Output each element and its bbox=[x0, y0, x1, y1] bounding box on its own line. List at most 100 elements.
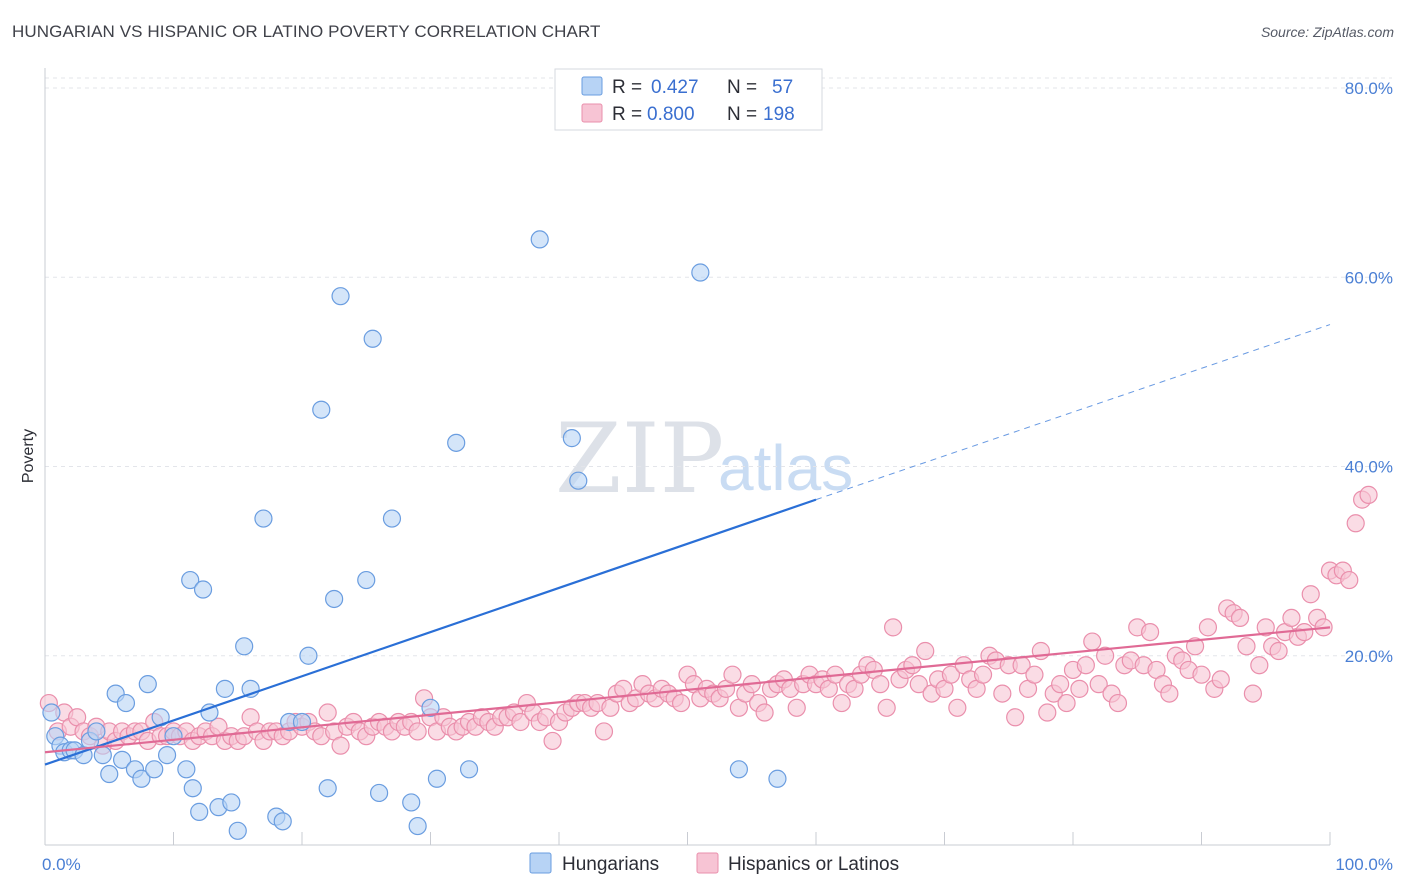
hispanics-point-106 bbox=[723, 665, 742, 684]
hungarians-point-46 bbox=[382, 509, 402, 528]
hispanics-point-180 bbox=[1198, 618, 1218, 637]
hispanics-point-189 bbox=[1256, 618, 1275, 637]
hispanics-point-78 bbox=[543, 731, 562, 751]
x-tick-label-0: 0.0% bbox=[42, 855, 81, 874]
y-tick-labels: 20.0% 40.0% 60.0% 80.0% bbox=[1345, 79, 1393, 666]
hispanics-point-43 bbox=[318, 703, 337, 722]
legend-r-value-1: 0.427 bbox=[651, 77, 699, 98]
hungarians-point-35 bbox=[273, 812, 292, 831]
hungarians-point-26 bbox=[200, 703, 219, 722]
hungarians-point-47 bbox=[402, 793, 421, 812]
hungarians-point-25 bbox=[193, 580, 213, 599]
gridlines bbox=[45, 77, 1392, 657]
hispanics-point-158 bbox=[1057, 693, 1076, 713]
y-tick-label-1: 40.0% bbox=[1345, 458, 1393, 477]
hispanics-point-98 bbox=[671, 693, 691, 713]
trend-lines bbox=[44, 324, 1331, 766]
hungarians-point-40 bbox=[318, 779, 337, 798]
legend-bottom-swatch-hungarians bbox=[529, 852, 552, 874]
legend-r-value-2: 0.800 bbox=[647, 104, 695, 125]
hispanics-point-193 bbox=[1282, 608, 1301, 628]
hispanics-point-135 bbox=[909, 675, 928, 694]
hispanics-point-123 bbox=[832, 693, 851, 713]
series-hungarians-points bbox=[42, 230, 787, 840]
hispanics-point-205 bbox=[1359, 485, 1378, 504]
hispanics-point-186 bbox=[1237, 637, 1256, 656]
hungarians-point-23 bbox=[183, 779, 202, 798]
hispanics-point-111 bbox=[755, 703, 774, 722]
hispanics-point-86 bbox=[594, 722, 614, 741]
hungarians-point-9 bbox=[93, 746, 112, 765]
hispanics-point-73 bbox=[511, 712, 530, 732]
watermark-atlas: atlas bbox=[718, 432, 853, 504]
hispanics-point-195 bbox=[1295, 622, 1314, 642]
hungarians-point-21 bbox=[177, 760, 196, 779]
y-tick-label-3: 80.0% bbox=[1345, 79, 1393, 98]
hispanics-point-202 bbox=[1340, 570, 1359, 590]
hungarians-point-28 bbox=[215, 679, 234, 698]
hispanics-point-150 bbox=[1006, 708, 1025, 727]
hungarians-point-17 bbox=[145, 760, 164, 779]
hungarians-point-31 bbox=[235, 637, 254, 656]
legend-n-label-1: N = bbox=[727, 77, 757, 98]
hispanics-point-188 bbox=[1250, 656, 1269, 675]
y-tick-label-2: 60.0% bbox=[1345, 268, 1393, 287]
hungarians-point-24 bbox=[190, 802, 209, 821]
hispanics-point-185 bbox=[1230, 608, 1250, 628]
legend-top: R = 0.427 N = 57 R = 0.800 N = 198 bbox=[554, 68, 823, 131]
hungarians-point-58 bbox=[768, 769, 787, 788]
series-hispanics-points bbox=[39, 485, 1378, 755]
hungarians-point-8 bbox=[87, 722, 106, 741]
hungarians-point-50 bbox=[427, 769, 447, 788]
hungarians-point-10 bbox=[100, 764, 119, 784]
hungarians-point-33 bbox=[254, 509, 273, 528]
legend-swatch-hungarians bbox=[581, 76, 603, 96]
legend-swatch-hispanics bbox=[581, 103, 603, 123]
hispanics-point-136 bbox=[916, 641, 935, 661]
hispanics-point-179 bbox=[1192, 665, 1211, 684]
hungarians-point-41 bbox=[325, 589, 344, 609]
hungarians-point-20 bbox=[164, 727, 183, 746]
hungarians-point-44 bbox=[363, 329, 382, 348]
legend-n-value-1: 57 bbox=[772, 77, 793, 98]
legend-r-label-2: R = bbox=[612, 104, 642, 125]
hungarians-point-43 bbox=[357, 570, 376, 590]
hungarians-point-38 bbox=[299, 646, 318, 665]
hungarians-point-29 bbox=[222, 793, 241, 812]
hungarians-point-54 bbox=[562, 429, 581, 448]
hispanics-point-57 bbox=[408, 722, 427, 741]
hispanics-point-203 bbox=[1346, 514, 1365, 533]
hispanics-point-178 bbox=[1185, 637, 1205, 656]
chart-title: HUNGARIAN VS HISPANIC OR LATINO POVERTY … bbox=[12, 22, 601, 41]
hispanics-point-163 bbox=[1089, 675, 1108, 694]
legend-r-label-1: R = bbox=[612, 77, 642, 98]
x-tick-labels: 0.0% 100.0% bbox=[42, 855, 1393, 874]
hispanics-point-171 bbox=[1140, 622, 1160, 642]
hispanics-point-182 bbox=[1211, 670, 1230, 689]
hispanics-point-134 bbox=[903, 656, 922, 675]
hungarians-point-22 bbox=[181, 570, 200, 590]
hungarians-point-57 bbox=[729, 760, 749, 779]
hungarians-trend-extension bbox=[815, 324, 1331, 501]
hungarians-point-49 bbox=[421, 698, 440, 717]
hispanics-point-160 bbox=[1070, 679, 1089, 698]
hungarians-point-39 bbox=[312, 400, 331, 419]
hungarians-point-15 bbox=[132, 769, 151, 788]
watermark: ZIP atlas bbox=[555, 403, 853, 515]
hungarians-point-52 bbox=[459, 760, 479, 779]
legend-bottom-swatch-hispanics bbox=[696, 852, 719, 874]
legend-bottom-hungarians: Hungarians bbox=[562, 854, 659, 875]
hispanics-point-187 bbox=[1243, 684, 1263, 703]
hispanics-point-131 bbox=[883, 618, 903, 637]
hispanics-point-153 bbox=[1025, 665, 1044, 684]
hungarians-point-42 bbox=[331, 287, 350, 306]
hispanics-point-45 bbox=[331, 736, 350, 755]
legend-n-label-2: N = bbox=[727, 104, 757, 125]
x-tick-label-1: 100.0% bbox=[1335, 855, 1393, 874]
hungarians-point-13 bbox=[116, 693, 136, 713]
hungarians-point-19 bbox=[157, 746, 177, 765]
hungarians-point-53 bbox=[530, 230, 549, 249]
hispanics-point-129 bbox=[871, 675, 890, 694]
hispanics-trend-line bbox=[44, 626, 1331, 754]
source-credit: Source: ZipAtlas.com bbox=[1260, 24, 1394, 40]
